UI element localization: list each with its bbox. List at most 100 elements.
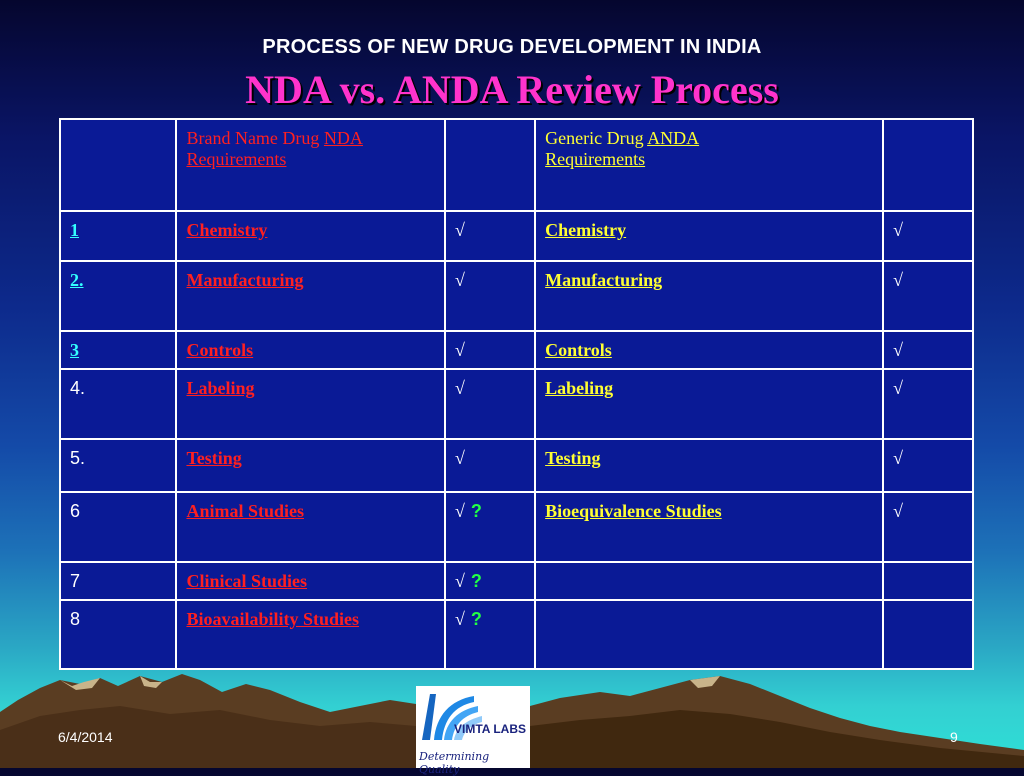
row-number[interactable]: 2. — [70, 270, 84, 290]
comparison-table: Brand Name Drug NDA Requirements Generic… — [58, 118, 974, 670]
anda-item-cell: Bioequivalence Studies — [534, 491, 885, 563]
nda-check-cell: √ — [443, 438, 537, 493]
anda-check-cell: √ — [882, 491, 974, 563]
header-anda: Generic Drug ANDA Requirements — [534, 118, 885, 212]
header-empty-cell — [443, 118, 537, 212]
anda-check-cell: √ — [882, 330, 974, 370]
row-number-link[interactable]: 3 — [58, 330, 178, 370]
question-mark: ? — [470, 609, 482, 629]
table-row: 7 Clinical Studies √? — [58, 561, 974, 601]
table-row: 4. Labeling √ Labeling √ — [58, 368, 974, 440]
anda-check-cell — [882, 599, 974, 670]
check-mark: √ — [893, 270, 903, 290]
check-mark: √ — [893, 220, 903, 240]
check-mark: √ — [454, 220, 465, 240]
table-header-row: Brand Name Drug NDA Requirements Generic… — [58, 118, 974, 212]
nda-item-cell: Bioavailability Studies — [175, 599, 446, 670]
anda-item-link[interactable]: Bioequivalence Studies — [545, 501, 722, 521]
anda-item-link[interactable]: Controls — [545, 340, 612, 360]
check-mark: √ — [454, 378, 465, 398]
nda-item-link[interactable]: Clinical Studies — [186, 571, 307, 591]
table-row: 8 Bioavailability Studies √? — [58, 599, 974, 670]
row-number-cell: 8 — [58, 599, 178, 670]
nda-link[interactable]: NDA — [323, 128, 363, 148]
check-mark: √ — [454, 340, 465, 360]
logo-name: VIMTA LABS — [454, 722, 526, 736]
anda-item-link[interactable]: Chemistry — [545, 220, 627, 240]
check-mark: √ — [893, 501, 903, 521]
nda-item-cell: Controls — [175, 330, 446, 370]
check-mark: √ — [454, 501, 465, 521]
anda-item-cell — [534, 561, 885, 601]
anda-check-cell: √ — [882, 438, 974, 493]
anda-item-link[interactable]: Testing — [545, 448, 601, 468]
nda-check-cell: √? — [443, 599, 537, 670]
anda-item-cell: Manufacturing — [534, 260, 885, 332]
anda-check-cell: √ — [882, 210, 974, 262]
vimta-logo-icon — [422, 694, 482, 740]
check-mark: √ — [454, 448, 465, 468]
nda-item-cell: Clinical Studies — [175, 561, 446, 601]
nda-item-link[interactable]: Controls — [186, 340, 254, 360]
row-number-cell: 5. — [58, 438, 178, 493]
nda-item-link[interactable]: Manufacturing — [186, 270, 304, 290]
table-row: 5. Testing √ Testing √ — [58, 438, 974, 493]
table-row: 6 Animal Studies √? Bioequivalence Studi… — [58, 491, 974, 563]
anda-item-link[interactable]: Labeling — [545, 378, 614, 398]
question-mark: ? — [470, 501, 482, 521]
row-number[interactable]: 3 — [70, 340, 79, 360]
slide-number: 9 — [950, 729, 958, 745]
row-number: 6 — [70, 501, 81, 521]
nda-check-cell: √? — [443, 491, 537, 563]
row-number-cell: 4. — [58, 368, 178, 440]
check-mark: √ — [893, 378, 903, 398]
nda-item-cell: Chemistry — [175, 210, 446, 262]
anda-item-link[interactable]: Manufacturing — [545, 270, 663, 290]
table-row: 2. Manufacturing √ Manufacturing √ — [58, 260, 974, 332]
row-number[interactable]: 1 — [70, 220, 79, 240]
anda-item-cell: Controls — [534, 330, 885, 370]
nda-item-link[interactable]: Testing — [186, 448, 242, 468]
anda-check-cell: √ — [882, 368, 974, 440]
nda-item-link[interactable]: Chemistry — [186, 220, 268, 240]
nda-item-link[interactable]: Bioavailability Studies — [186, 609, 359, 629]
table-row: 3 Controls √ Controls √ — [58, 330, 974, 370]
header-empty-cell — [58, 118, 178, 212]
nda-item-cell: Animal Studies — [175, 491, 446, 563]
row-number: 5. — [70, 448, 86, 468]
anda-link[interactable]: ANDA — [647, 128, 700, 148]
nda-item-cell: Testing — [175, 438, 446, 493]
row-number-link[interactable]: 1 — [58, 210, 178, 262]
nda-check-cell: √? — [443, 561, 537, 601]
check-mark: √ — [454, 571, 465, 591]
anda-item-cell — [534, 599, 885, 670]
check-mark: √ — [893, 340, 903, 360]
anda-check-cell — [882, 561, 974, 601]
nda-check-cell: √ — [443, 368, 537, 440]
mountain-landscape — [0, 674, 1024, 768]
header-nda: Brand Name Drug NDA Requirements — [175, 118, 446, 212]
row-number: 4. — [70, 378, 86, 398]
anda-check-cell: √ — [882, 260, 974, 332]
slide-subtitle: PROCESS OF NEW DRUG DEVELOPMENT IN INDIA — [262, 36, 762, 58]
nda-requirements-link[interactable]: Requirements — [186, 149, 287, 169]
row-number-cell: 6 — [58, 491, 178, 563]
nda-item-cell: Labeling — [175, 368, 446, 440]
anda-item-cell: Testing — [534, 438, 885, 493]
anda-requirements-link[interactable]: Requirements — [545, 149, 646, 169]
row-number-link[interactable]: 2. — [58, 260, 178, 332]
check-mark: √ — [454, 270, 465, 290]
nda-check-cell: √ — [443, 210, 537, 262]
company-logo: VIMTA LABS Determining Quality — [416, 686, 530, 776]
nda-check-cell: √ — [443, 260, 537, 332]
row-number-cell: 7 — [58, 561, 178, 601]
question-mark: ? — [470, 571, 482, 591]
nda-item-link[interactable]: Labeling — [186, 378, 255, 398]
nda-item-link[interactable]: Animal Studies — [186, 501, 304, 521]
anda-item-cell: Chemistry — [534, 210, 885, 262]
check-mark: √ — [454, 609, 465, 629]
table-row: 1 Chemistry √ Chemistry √ — [58, 210, 974, 262]
header-anda-prefix: Generic Drug — [545, 128, 648, 148]
slide-title: NDA vs. ANDA Review Process — [245, 67, 779, 112]
nda-item-cell: Manufacturing — [175, 260, 446, 332]
